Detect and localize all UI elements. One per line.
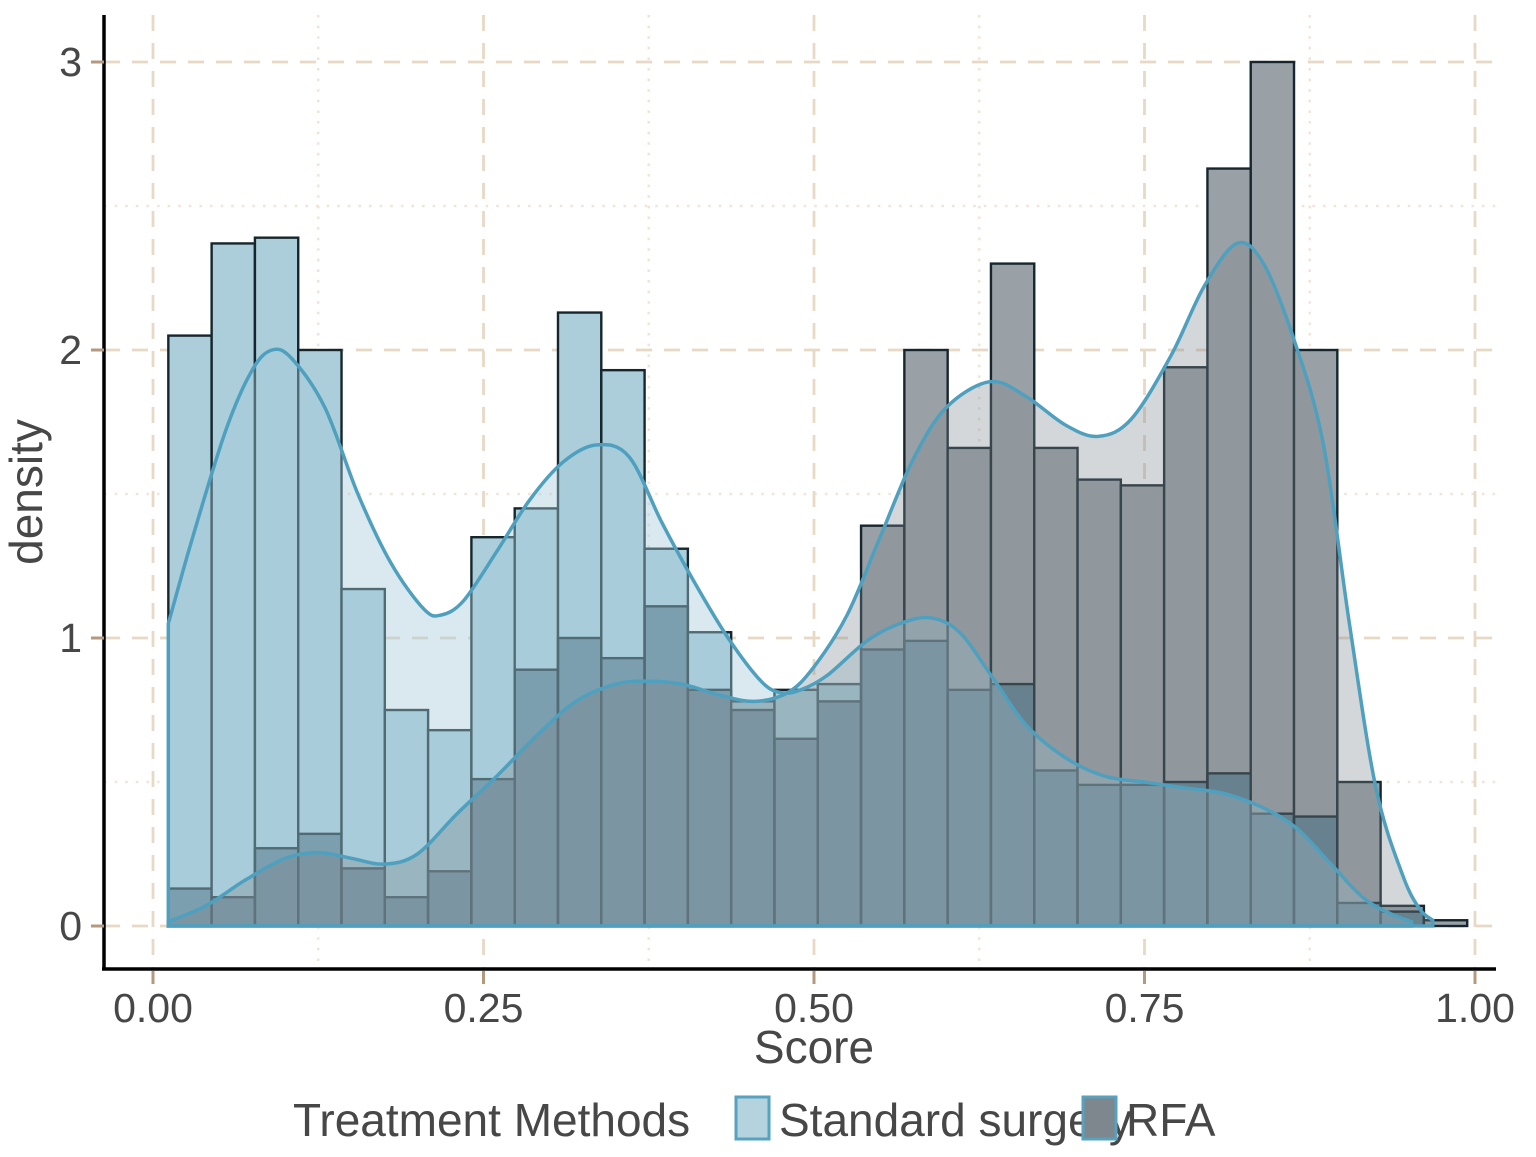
bar-fill-overlap — [514, 669, 558, 926]
bar-fill-overlap — [1250, 813, 1295, 926]
bar-fill-overlap — [341, 868, 385, 926]
bar-fill-overlap — [1294, 816, 1338, 926]
bar-fill-rfa — [1423, 920, 1468, 926]
bar-fill-standard-surgery — [168, 335, 212, 927]
bar-fill-overlap — [557, 638, 602, 926]
bar-fill-overlap — [1337, 902, 1381, 926]
legend-swatch-rfa — [1081, 1095, 1118, 1141]
bar-fill-overlap — [298, 833, 342, 926]
bar-fill-overlap — [904, 640, 948, 926]
x-tick-label: 0.75 — [1105, 985, 1185, 1031]
bar-fill-overlap — [861, 649, 905, 926]
bar-fill-overlap — [1077, 784, 1121, 926]
y-tick-label: 0 — [59, 903, 82, 949]
bar-fill-standard-surgery — [384, 710, 429, 926]
bar-outline-tall — [1422, 919, 1469, 928]
kde-area-standard-surgery — [168, 349, 1412, 926]
bar-fill-overlap — [644, 606, 688, 926]
y-tick-label: 2 — [59, 327, 82, 373]
x-tick-label: 0.00 — [113, 985, 193, 1031]
x-tick-label: 1.00 — [1435, 985, 1515, 1031]
bar-fill-overlap — [428, 871, 472, 926]
kde-line-rfa — [166, 240, 1435, 928]
y-tick-label: 1 — [59, 615, 82, 661]
x-tick-label: 0.50 — [774, 985, 854, 1031]
density-curves — [166, 240, 1435, 928]
kde-line-standard-surgery — [166, 347, 1414, 928]
bar-fill-standard-surgery — [211, 243, 255, 926]
histogram-bars — [167, 60, 1469, 928]
bar-fill-overlap — [211, 897, 255, 926]
y-tick-label: 3 — [59, 39, 82, 85]
bar-fill-overlap — [731, 710, 775, 926]
bar-fill-overlap — [947, 689, 991, 926]
bar-fill-overlap — [1120, 784, 1165, 926]
axis-ticks-and-labels: 0.00 0.25 0.50 0.75 1.00 0 1 2 3 — [59, 39, 1515, 1031]
bar-fill-overlap — [601, 658, 645, 926]
legend: Treatment Methods Standard surgery RFA — [293, 1094, 1216, 1146]
x-axis-title: Score — [754, 1021, 874, 1073]
legend-label-standard-surgery: Standard surgery — [779, 1094, 1132, 1146]
bar-fill-overlap — [1164, 782, 1208, 926]
bar-fill-overlap — [687, 689, 732, 926]
bar-fill-rfa — [1250, 62, 1295, 926]
bar-fill-standard-surgery — [298, 350, 342, 926]
bar-fill-overlap — [817, 701, 862, 926]
bar-fill-overlap — [471, 779, 515, 926]
bar-fill-overlap — [774, 738, 818, 926]
legend-title: Treatment Methods — [293, 1094, 690, 1146]
x-tick-label: 0.25 — [444, 985, 524, 1031]
y-axis-title: density — [0, 419, 52, 565]
axis-lines — [102, 15, 1496, 971]
bar-fill-overlap — [384, 897, 429, 926]
legend-label-rfa: RFA — [1126, 1094, 1216, 1146]
bar-fill-overlap — [1034, 770, 1078, 926]
legend-swatch-standard-surgery — [734, 1095, 771, 1141]
bar-fill-standard-surgery — [254, 237, 299, 926]
kde-area-rfa — [168, 242, 1433, 926]
